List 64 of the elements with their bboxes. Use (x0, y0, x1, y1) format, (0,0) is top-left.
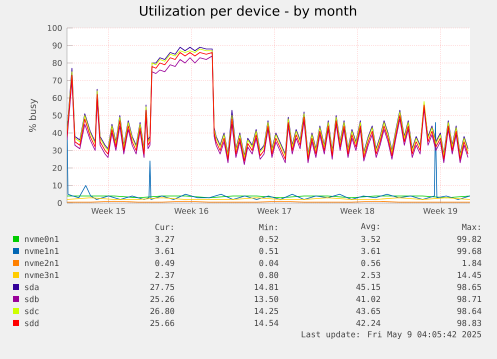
text: Max: (462, 224, 480, 230)
text: 0.51 (259, 248, 278, 254)
text: Min: (259, 224, 277, 230)
text: 14.25 (254, 308, 278, 314)
legend-label: nvme3n1 (25, 272, 59, 278)
text: 0.49 (155, 260, 174, 266)
text: 25.26 (150, 296, 174, 302)
text: 27.75 (150, 284, 174, 290)
text: 41.02 (356, 296, 380, 302)
text: 26.80 (150, 308, 174, 314)
text: 98.83 (457, 320, 482, 326)
y-tick-label: 60 (52, 94, 62, 102)
x-tick-label: Week 16 (174, 208, 208, 214)
text: 0.56 (361, 260, 380, 266)
text: Cur: (155, 224, 173, 230)
y-tick-label: 70 (52, 77, 62, 84)
y-tick-label: 80 (52, 60, 62, 66)
text: 43.65 (356, 308, 380, 314)
x-tick-label: Week 15 (91, 208, 126, 214)
text: 0.04 (259, 260, 278, 266)
text: 0.52 (259, 236, 278, 242)
line-series (67, 120, 470, 200)
y-tick-label: 20 (52, 164, 62, 172)
y-tick-label: 90 (52, 42, 62, 49)
y-tick-label: 0 (58, 200, 62, 206)
x-tick-label: Week 19 (423, 208, 458, 214)
text: 14.45 (458, 272, 482, 278)
legend-label: sda (25, 284, 38, 290)
text: 3.61 (361, 248, 380, 254)
text: 98.65 (457, 284, 482, 290)
text: 3.61 (155, 248, 174, 254)
text: 42.24 (356, 320, 380, 326)
text: 25.66 (150, 320, 174, 326)
text: Avg: (360, 223, 379, 231)
text: 0.80 (259, 272, 278, 278)
chart-title: Utilization per device - by month (140, 6, 356, 18)
legend-label: sdd (25, 320, 38, 326)
legend-label: nvme2n1 (25, 260, 59, 266)
text: 98.71 (457, 296, 482, 302)
y-tick-label: 100 (48, 24, 62, 32)
text: 13.50 (254, 296, 278, 302)
text: 2.53 (361, 272, 380, 278)
text: 99.68 (457, 248, 482, 254)
x-tick-label: Week 17 (257, 208, 292, 214)
text: 45.15 (356, 284, 380, 290)
text: 14.81 (254, 284, 278, 290)
text: 2.37 (155, 272, 174, 278)
y-tick-label: 10 (52, 182, 62, 189)
y-axis-title: % busy (28, 98, 38, 132)
legend-label: nvme1n1 (25, 248, 59, 254)
text: 98.64 (457, 308, 482, 314)
legend-label: nvme0n1 (25, 236, 59, 242)
text: 99.82 (457, 236, 482, 242)
x-tick-label: Week 18 (340, 208, 374, 214)
y-tick-label: 50 (52, 112, 62, 119)
text: 14.54 (254, 320, 278, 326)
y-tick-label: 30 (52, 147, 62, 154)
y-tick-label: 40 (52, 130, 62, 136)
text: Last update: Fri May 9 04:05:42 2025 (302, 330, 482, 339)
text: 1.84 (462, 260, 482, 266)
text: 3.52 (361, 236, 380, 242)
legend-label: sdb (25, 296, 39, 302)
text: 3.27 (155, 236, 174, 242)
legend-label: sdc (25, 308, 39, 314)
